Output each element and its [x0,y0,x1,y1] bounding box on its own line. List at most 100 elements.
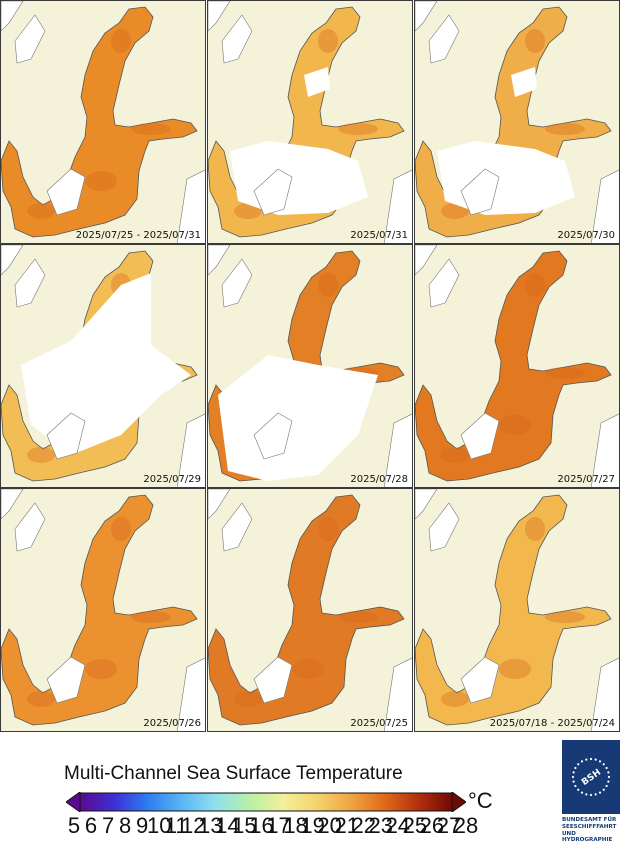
cloud-gap [218,355,378,481]
land-outline [590,657,619,731]
colorbar-tick-label: 8 [119,813,132,838]
map-grid: 2025/07/25 - 2025/07/31 2025/07/31 2025/07… [0,0,620,732]
colorbar-tick-label: 26 [419,813,445,838]
warm-patch [499,415,531,435]
colorbar-tick-label: 20 [317,813,342,838]
logo-dot [580,791,584,794]
sst-map [208,489,412,731]
warm-patch [111,517,131,541]
colorbar-tick-label: 22 [351,813,376,838]
logo-dot [598,760,602,763]
map-panel: 2025/07/25 [207,488,413,732]
logo-dot [594,793,597,796]
land-outline [460,168,500,216]
warm-patch [234,691,262,707]
land-outline [383,413,412,487]
land-outline [383,169,412,243]
land-outline [460,656,500,704]
colorbar-tick-label: 25 [402,813,428,838]
land-outline [415,245,438,276]
warm-patch [85,659,117,679]
warm-patch [525,517,545,541]
land-outline [221,258,253,308]
logo-dot [577,788,580,791]
logo-dot [577,763,580,766]
warm-patch [525,273,545,297]
land-outline [208,245,231,276]
bsh-logo-line: BUNDESAMT FÜR [562,817,617,823]
panel-date: 2025/07/25 - 2025/07/31 [75,230,201,241]
land-outline [208,1,231,32]
warm-patch [545,123,585,135]
warm-patch [338,611,378,623]
land-outline [176,657,205,731]
colorbar-tick-label: 24 [385,813,411,838]
warm-patch [27,691,55,707]
panel-date: 2025/07/30 [557,230,615,241]
warm-patch [338,123,378,135]
warm-patch [131,123,171,135]
logo-dot [585,758,588,761]
warm-patch [545,367,585,379]
logo-dot [598,791,602,794]
warm-patch [318,273,338,297]
sst-map [415,1,619,243]
bsh-logo-line: UND [562,830,576,837]
map-panel: 2025/07/31 [207,0,413,244]
colorbar-tick-label: 10 [146,813,172,838]
bsh-logo-badge-text: BSH [580,768,603,788]
bsh-logo: BSH BUNDESAMT FÜR SEESCHIFFFAHRT UND HYD… [562,740,620,854]
legend-title: Multi-Channel Sea Surface Temperature [64,763,403,784]
sst-map [208,245,412,487]
warm-patch [318,29,338,53]
colorbar-tick-label: 9 [136,813,149,838]
colorbar-tick-label: 19 [300,813,325,838]
logo-dot [574,766,577,770]
cloud-gap [21,273,191,455]
warm-patch [27,447,55,463]
logo-dot [607,775,611,779]
land-outline [428,502,460,552]
logo-dot [572,771,575,774]
panel-date: 2025/07/28 [350,474,408,485]
sst-map [1,489,205,731]
panel-date: 2025/07/29 [143,474,201,485]
cloud-gap [511,67,537,97]
land-outline [176,413,205,487]
panel-date: 2025/07/25 [350,718,408,729]
map-panel: 2025/07/29 [0,244,206,488]
logo-dot [605,766,608,770]
land-outline [14,14,46,64]
map-panel: 2025/07/25 - 2025/07/31 [0,0,206,244]
land-outline [383,657,412,731]
sea-surface [415,250,612,482]
land-outline [253,168,293,216]
land-outline [253,412,293,460]
warm-patch [318,517,338,541]
land-outline [253,656,293,704]
logo-dot [605,784,608,788]
land-outline [428,258,460,308]
land-outline [14,502,46,552]
land-outline [590,413,619,487]
warm-patch [111,29,131,53]
warm-patch [441,691,469,707]
sea-surface [415,494,612,726]
land-outline [46,656,86,704]
warm-patch [234,203,262,219]
warm-patch [27,203,55,219]
legend-unit: °C [468,788,493,813]
sea-surface [1,6,198,238]
logo-dot [589,793,593,797]
sst-map [415,245,619,487]
land-outline [14,258,46,308]
logo-dot [589,757,593,761]
cloud-gap [304,67,330,97]
bsh-logo-badge: BSH [562,740,620,814]
logo-dot [580,760,584,763]
sst-map [1,1,205,243]
bsh-logo-line: HYDROGRAPHIE [562,837,613,844]
logo-dot [607,771,610,774]
warm-patch [525,29,545,53]
logo-dot [585,793,588,796]
